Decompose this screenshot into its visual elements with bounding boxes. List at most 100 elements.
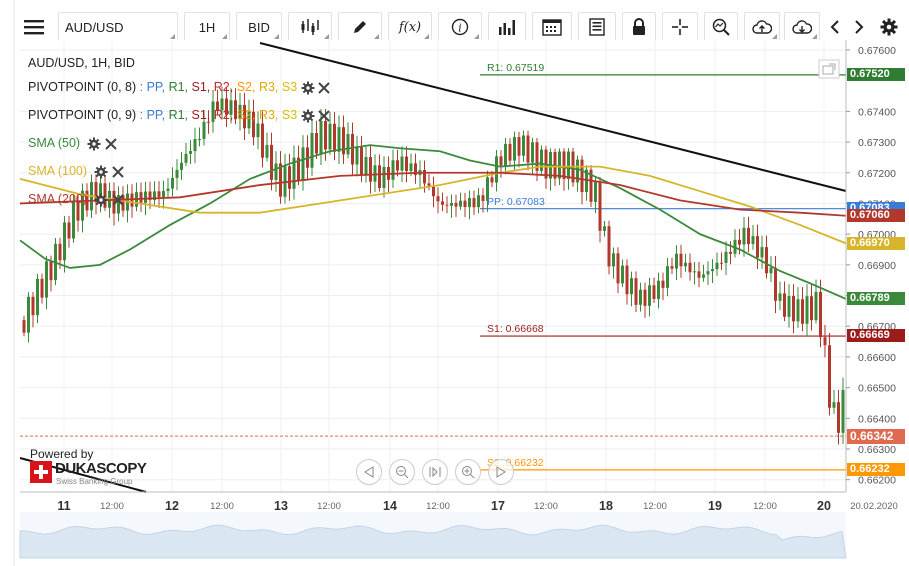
- candle: [292, 145, 296, 200]
- pivot-legend[interactable]: PIVOTPOINT (0, 8) : PP, R1, S1, R2, S2, …: [28, 80, 330, 95]
- candle: [747, 216, 750, 253]
- pencil-icon: [354, 21, 366, 33]
- candle: [751, 224, 755, 250]
- candle: [346, 122, 350, 159]
- candle: [234, 88, 237, 125]
- gear-icon[interactable]: [301, 109, 315, 123]
- sma-legend[interactable]: SMA (50): [28, 136, 117, 151]
- candle: [540, 145, 543, 175]
- gear-icon[interactable]: [301, 81, 315, 95]
- price-tick-label: 0.66200: [858, 475, 896, 487]
- symbol-value: AUD/USD: [65, 19, 124, 35]
- info-button[interactable]: i: [438, 12, 482, 42]
- crosshair-button[interactable]: [662, 12, 698, 42]
- candle: [27, 292, 30, 343]
- timeframe-select[interactable]: 1H: [184, 12, 230, 42]
- candle: [517, 131, 521, 168]
- candle: [715, 252, 719, 276]
- candle: [414, 153, 417, 184]
- candle: [675, 245, 678, 281]
- candle: [769, 256, 773, 282]
- candle: [243, 92, 246, 140]
- reset-zoom-button[interactable]: [422, 459, 448, 485]
- gear-icon[interactable]: [87, 137, 101, 151]
- settings-button[interactable]: [874, 12, 904, 42]
- moving-averages: [19, 144, 847, 300]
- candle: [130, 184, 134, 218]
- info-icon: i: [451, 18, 469, 36]
- close-icon[interactable]: [104, 137, 117, 150]
- candle: [117, 186, 120, 222]
- candle: [648, 277, 651, 317]
- sma-legend[interactable]: SMA (100): [28, 164, 124, 179]
- pivot-lines: [20, 74, 846, 471]
- time-tick-label: 20.02.2020: [850, 501, 898, 512]
- candle: [342, 115, 345, 164]
- pan-right-button[interactable]: [488, 459, 514, 485]
- sma-legend[interactable]: SMA (200): [28, 192, 124, 207]
- document-icon: [589, 18, 605, 36]
- pivot-part: S2,: [233, 108, 256, 122]
- candle: [783, 281, 786, 322]
- candle: [180, 151, 183, 180]
- candle: [139, 182, 143, 212]
- zoom-in-button[interactable]: [455, 459, 481, 485]
- grid: [20, 40, 846, 492]
- download-button[interactable]: [784, 12, 820, 42]
- time-tick-label: 17: [491, 499, 505, 513]
- indicators-button[interactable]: f(x): [388, 12, 432, 42]
- menu-button[interactable]: [14, 12, 54, 42]
- popout-icon[interactable]: [818, 59, 840, 79]
- candle: [265, 132, 269, 162]
- scroll-left-button[interactable]: [824, 12, 846, 42]
- price-tick-label: 0.67200: [858, 168, 896, 180]
- trend-line-upper[interactable]: [259, 42, 847, 192]
- scroll-right-button[interactable]: [848, 12, 870, 42]
- pivot-legend[interactable]: PIVOTPOINT (0, 9) : PP, R1, S1, R2, S2, …: [28, 108, 330, 123]
- candle: [688, 253, 692, 281]
- time-tick-label: 11: [57, 499, 70, 513]
- gear-icon[interactable]: [94, 193, 108, 207]
- candle: [162, 180, 165, 209]
- gear-icon[interactable]: [94, 165, 108, 179]
- draw-button[interactable]: [338, 12, 382, 42]
- candle: [657, 272, 660, 309]
- candle: [94, 174, 98, 215]
- time-tick-label: 19: [708, 499, 722, 513]
- time-tick-label: 12:00: [753, 501, 777, 512]
- candle: [391, 149, 395, 188]
- candle: [238, 92, 242, 131]
- price-tag: 0.66789: [847, 292, 905, 306]
- candle: [72, 194, 75, 243]
- price-tick-label: 0.67300: [858, 137, 896, 149]
- chart-type-button[interactable]: [288, 12, 332, 42]
- symbol-select[interactable]: AUD/USD: [58, 12, 178, 42]
- side-select[interactable]: BID: [236, 12, 282, 42]
- sma-name: SMA (100): [28, 164, 88, 178]
- price-tick-label: 0.66300: [858, 444, 896, 456]
- zoom-out-button[interactable]: [389, 459, 415, 485]
- close-icon[interactable]: [318, 109, 330, 122]
- candle: [612, 247, 615, 279]
- pivot-part: R2,: [210, 80, 234, 94]
- lock-icon: [633, 18, 645, 35]
- candle: [81, 183, 84, 233]
- close-icon[interactable]: [318, 81, 330, 94]
- volume-button[interactable]: [488, 12, 526, 42]
- pivot-part: R3,: [255, 108, 279, 122]
- zoom-in-icon: [462, 466, 475, 479]
- close-icon[interactable]: [111, 165, 124, 178]
- reset-icon: [429, 466, 441, 478]
- pivot-part: R2,: [210, 108, 234, 122]
- candle: [157, 181, 161, 209]
- candle: [274, 151, 278, 192]
- zoom-button[interactable]: [704, 12, 738, 42]
- sma-200-line: [19, 171, 847, 217]
- price-tick-label: 0.66400: [858, 413, 896, 425]
- lock-button[interactable]: [622, 12, 656, 42]
- s1-label: S1: 0.66668: [487, 323, 544, 336]
- candle: [315, 120, 318, 160]
- close-icon[interactable]: [111, 193, 124, 206]
- pan-left-button[interactable]: [356, 459, 382, 485]
